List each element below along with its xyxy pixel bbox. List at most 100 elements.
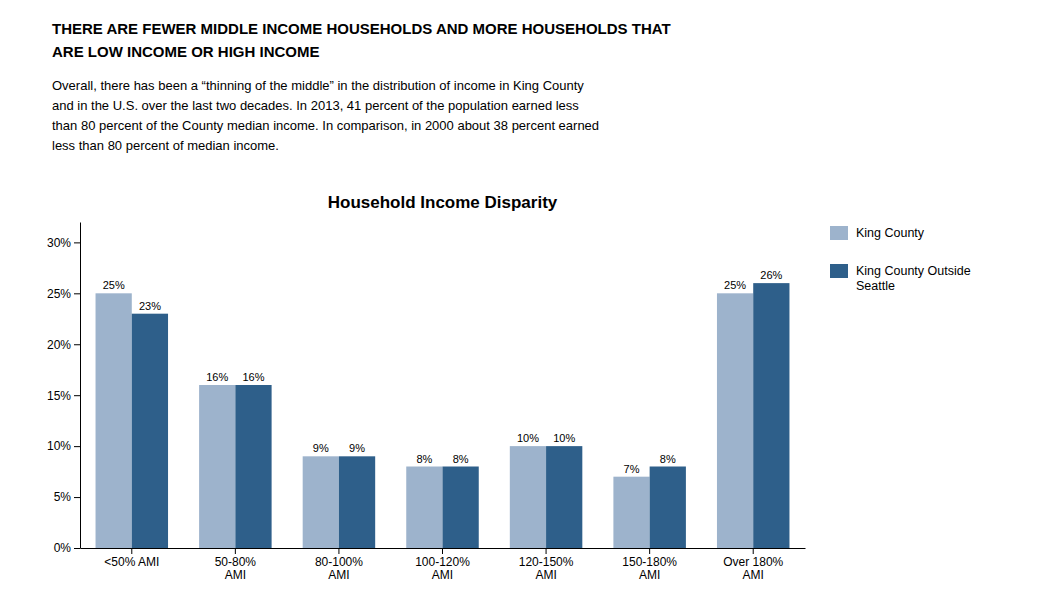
text-line: Seattle: [856, 279, 895, 293]
y-tick-mark: [74, 497, 80, 498]
x-tick-mark: [338, 548, 339, 554]
bar: [303, 456, 339, 548]
text-line: 150-180%: [622, 555, 677, 569]
data-label: 25%: [103, 279, 125, 291]
text-line: ARE LOW INCOME OR HIGH INCOME: [52, 43, 320, 60]
legend: King County King County OutsideSeattle: [830, 226, 971, 293]
x-tick-mark: [442, 548, 443, 554]
text-line: AMI: [639, 568, 660, 582]
x-tick: 120-150%AMI: [519, 548, 574, 582]
data-label: 16%: [242, 371, 264, 383]
y-tick-mark: [74, 242, 80, 243]
text-line: 100-120%: [415, 555, 470, 569]
legend-label: King County: [856, 226, 925, 240]
x-tick-label: <50% AMI: [104, 555, 159, 569]
bar: [546, 446, 582, 548]
y-tick-label: 15%: [47, 389, 71, 403]
bar: [339, 456, 375, 548]
data-label: 26%: [760, 269, 782, 281]
x-tick-label: Over 180%AMI: [723, 555, 783, 583]
bar: [510, 446, 546, 548]
chart-svg: THERE ARE FEWER MIDDLE INCOME HOUSEHOLDS…: [0, 0, 1051, 609]
text-line: AMI: [535, 568, 556, 582]
y-tick: 15%: [47, 389, 80, 403]
data-labels: 25% 16% 9% 8% 10% 7% 25% 23% 16% 9% 8% 10% 8% 26%: [103, 269, 783, 475]
data-label: 9%: [313, 442, 329, 454]
header: ARE LOW INCOME OR HIGH INCOME: [52, 43, 320, 60]
x-tick-mark: [235, 548, 236, 554]
data-label: 8%: [660, 453, 676, 465]
data-label: 23%: [139, 300, 161, 312]
y-axis-line: [80, 223, 81, 549]
x-axis: <50% AMI50-80%AMI80-100%AMI100-120%AMI12…: [81, 548, 806, 582]
bar: [717, 293, 753, 548]
data-label: 16%: [206, 371, 228, 383]
text-line: Over 180%: [723, 555, 783, 569]
y-tick-label: 25%: [47, 287, 71, 301]
x-tick: 80-100%AMI: [315, 548, 363, 582]
bar: [132, 314, 168, 548]
data-label: 10%: [517, 432, 539, 444]
text-line: 80-100%: [315, 555, 363, 569]
x-tick-label: 120-150%AMI: [519, 555, 574, 583]
x-tick-mark: [131, 548, 132, 554]
legend-item: King County OutsideSeattle: [830, 264, 971, 293]
bars: [96, 283, 790, 548]
y-tick-mark: [74, 293, 80, 294]
y-tick: 30%: [47, 236, 80, 250]
data-label: 8%: [453, 453, 469, 465]
legend-swatch: [830, 264, 848, 278]
bar: [235, 385, 271, 548]
y-tick: 5%: [54, 490, 80, 504]
data-label: 7%: [624, 463, 640, 475]
data-label: 8%: [416, 453, 432, 465]
y-tick: 20%: [47, 338, 80, 352]
legend-label: King County OutsideSeattle: [856, 264, 971, 293]
x-tick-label: 50-80%AMI: [215, 555, 257, 583]
y-axis: 0% 5% 10% 15% 20% 25% 30%: [47, 223, 81, 556]
x-tick-mark: [753, 548, 754, 554]
y-tick: 10%: [47, 439, 80, 453]
y-tick-label: 10%: [47, 439, 71, 453]
y-tick-label: 30%: [47, 236, 71, 250]
data-label: 25%: [724, 279, 746, 291]
text-line: 120-150%: [519, 555, 574, 569]
text-line: THERE ARE FEWER MIDDLE INCOME HOUSEHOLDS…: [52, 20, 671, 37]
y-tick-mark: [74, 548, 80, 549]
chart-title: Household Income Disparity: [328, 193, 558, 212]
y-tick-label: 20%: [47, 338, 71, 352]
text-line: King County: [856, 226, 925, 240]
y-tick: 0%: [54, 541, 80, 555]
x-tick-label: 80-100%AMI: [315, 555, 363, 583]
y-tick-label: 0%: [54, 541, 72, 555]
plot-area: 0%5%10%15%20%25%30%<50% AMI50-80%AMI80-1…: [47, 223, 806, 583]
data-label: 10%: [553, 432, 575, 444]
x-tick-mark: [649, 548, 650, 554]
text-line: AMI: [432, 568, 453, 582]
legend-item: King County: [830, 226, 925, 240]
bar: [613, 477, 649, 548]
y-tick-label: 5%: [54, 490, 72, 504]
x-tick: 50-80%AMI: [215, 548, 257, 582]
text-line: less than 80 percent of median income.: [52, 138, 279, 153]
text-line: Overall, there has been a “thinning of t…: [52, 78, 584, 93]
data-label: 9%: [349, 442, 365, 454]
text-line: and in the U.S. over the last two decade…: [52, 98, 579, 113]
body-text: Overall, there has been a “thinning of t…: [52, 78, 599, 153]
header: THERE ARE FEWER MIDDLE INCOME HOUSEHOLDS…: [52, 20, 671, 37]
x-tick: <50% AMI: [104, 548, 159, 569]
y-tick-mark: [74, 446, 80, 447]
bar: [443, 467, 479, 549]
text-line: AMI: [225, 568, 246, 582]
x-tick: Over 180%AMI: [723, 548, 783, 582]
x-tick: 150-180%AMI: [622, 548, 677, 582]
x-tick-label: 100-120%AMI: [415, 555, 470, 583]
text-line: 50-80%: [215, 555, 257, 569]
y-tick: 25%: [47, 287, 80, 301]
text-line: AMI: [328, 568, 349, 582]
bar: [96, 293, 132, 548]
x-tick-label: 150-180%AMI: [622, 555, 677, 583]
legend-swatch: [830, 226, 848, 240]
bar: [753, 283, 789, 548]
y-tick-mark: [74, 344, 80, 345]
